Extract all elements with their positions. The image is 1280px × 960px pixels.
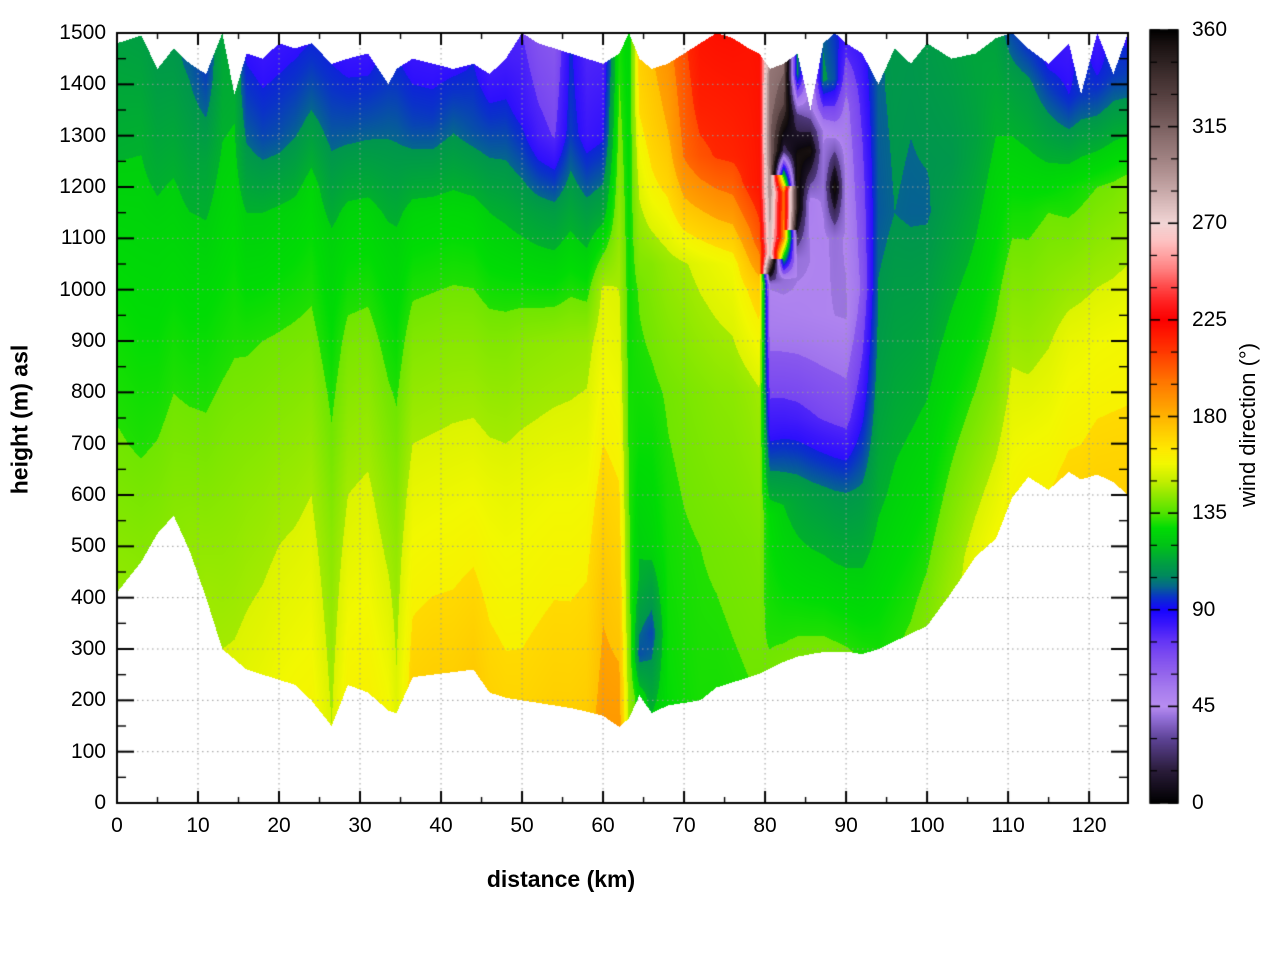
y-tick-label: 1300 <box>59 123 106 147</box>
y-tick-label: 0 <box>94 791 106 814</box>
x-axis-title: distance (km) <box>486 866 636 892</box>
x-tick-label: 20 <box>267 814 291 837</box>
x-tick-label: 40 <box>429 814 453 837</box>
x-tick-label: 100 <box>909 814 945 837</box>
colorbar-title: wind direction (°) <box>1235 342 1260 508</box>
y-tick-label: 1000 <box>59 277 106 301</box>
colorbar-tick-label: 270 <box>1192 211 1228 235</box>
x-tick-label: 80 <box>753 814 777 837</box>
y-tick-label: 900 <box>70 329 106 352</box>
colorbar-tick-label: 135 <box>1192 501 1228 525</box>
y-tick-label: 200 <box>70 688 106 712</box>
y-tick-label: 600 <box>70 483 106 506</box>
colorbar-tick-label: 0 <box>1192 791 1204 814</box>
y-tick-label: 400 <box>70 585 106 609</box>
x-tick-label: 10 <box>186 814 210 837</box>
x-tick-label: 110 <box>991 814 1025 837</box>
colorbar-tick-label: 90 <box>1192 597 1216 621</box>
y-tick-label: 300 <box>70 637 106 660</box>
colorbar-tick-label: 225 <box>1192 307 1228 331</box>
colorbar-tick-label: 360 <box>1192 18 1228 41</box>
x-tick-label: 70 <box>672 814 696 837</box>
colorbar-tick-label: 45 <box>1192 694 1216 718</box>
y-tick-label: 100 <box>70 739 106 763</box>
x-tick-label: 50 <box>510 814 534 837</box>
y-tick-label: 1100 <box>60 226 106 250</box>
y-tick-label: 800 <box>70 380 106 404</box>
x-tick-label: 0 <box>111 814 123 837</box>
x-tick-label: 120 <box>1071 814 1107 837</box>
x-tick-label: 90 <box>834 814 858 837</box>
y-tick-label: 500 <box>70 534 106 558</box>
colorbar-tick-label: 315 <box>1192 114 1228 138</box>
x-tick-label: 30 <box>348 814 372 837</box>
y-tick-label: 1200 <box>59 175 106 198</box>
y-tick-label: 700 <box>70 431 106 455</box>
x-tick-label: 60 <box>591 814 615 837</box>
y-tick-label: 1500 <box>59 21 106 44</box>
colorbar-tick-label: 180 <box>1192 404 1228 428</box>
y-tick-label: 1400 <box>59 72 106 96</box>
